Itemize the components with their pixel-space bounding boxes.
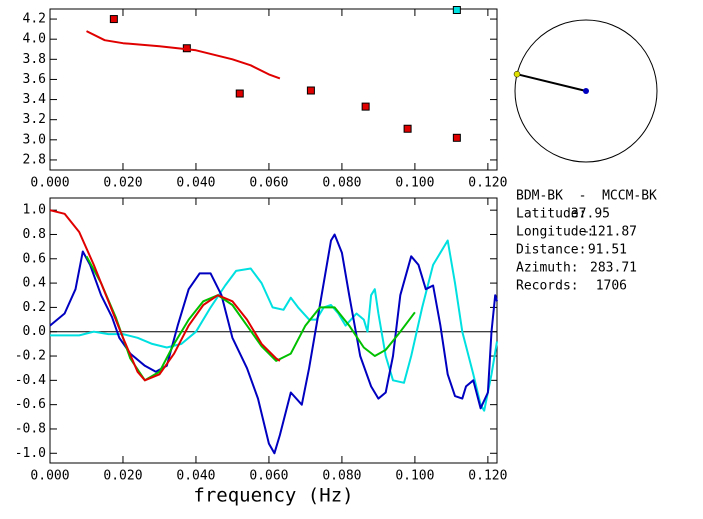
plot-frame: [49, 197, 498, 464]
x-tick-label: 0.040: [176, 469, 215, 484]
y-tick-label: -0.4: [15, 373, 46, 388]
data-line: [49, 233, 498, 455]
y-tick-label: 0.6: [23, 251, 46, 266]
info-value: 1706: [596, 279, 627, 294]
x-tick-label: 0.060: [249, 469, 288, 484]
y-tick-label: 3.6: [23, 72, 46, 87]
azimuth-circle: [514, 19, 658, 163]
y-tick-label: 2.8: [23, 152, 46, 167]
data-point: [306, 86, 315, 95]
x-tick-label: 0.100: [395, 176, 434, 191]
station-dot: [583, 88, 589, 94]
y-tick-label: 4.0: [23, 32, 46, 47]
x-tick-label: 0.020: [103, 469, 142, 484]
data-point: [109, 15, 118, 24]
info-value: -121.87: [582, 225, 637, 240]
x-tick-label: 0.080: [322, 469, 361, 484]
x-tick-label: 0.060: [249, 176, 288, 191]
info-label: Distance:: [516, 243, 586, 258]
x-tick-label: 0.080: [322, 176, 361, 191]
info-label: Records:: [516, 279, 579, 294]
x-axis-label: frequency (Hz): [193, 485, 353, 507]
data-line: [85, 255, 416, 382]
y-tick-label: 3.4: [23, 92, 47, 107]
x-tick-label: 0.040: [176, 176, 215, 191]
y-tick-label: 0.0: [23, 324, 46, 339]
y-tick-label: 0.2: [23, 300, 46, 315]
data-point: [403, 124, 412, 133]
y-tick-label: -0.8: [15, 421, 46, 436]
plot-frame: [49, 8, 498, 171]
info-value: 91.51: [588, 243, 627, 258]
station-pair: BDM-BK - MCCM-BK: [516, 189, 657, 204]
y-tick-label: 3.0: [23, 132, 46, 147]
x-tick-label: 0.000: [30, 176, 69, 191]
data-point: [452, 133, 461, 142]
x-tick-label: 0.020: [103, 176, 142, 191]
y-tick-label: -1.0: [15, 446, 46, 461]
y-tick-label: 0.4: [23, 276, 47, 291]
y-tick-label: 3.2: [23, 112, 46, 127]
x-tick-label: 0.120: [468, 176, 507, 191]
y-tick-label: 1.0: [23, 203, 46, 218]
x-tick-label: 0.120: [468, 469, 507, 484]
x-tick-label: 0.100: [395, 469, 434, 484]
data-line: [49, 209, 281, 382]
info-label: Azimuth:: [516, 261, 579, 276]
station-dot: [513, 70, 521, 78]
y-tick-label: -0.6: [15, 397, 46, 412]
info-label: Latitude:: [516, 207, 586, 222]
y-tick-label: 0.8: [23, 227, 46, 242]
data-point: [235, 89, 244, 98]
x-tick-label: 0.000: [30, 469, 69, 484]
y-tick-label: 4.2: [23, 12, 46, 27]
data-point: [452, 6, 461, 15]
data-line: [86, 30, 281, 80]
azimuth-line: [516, 73, 587, 92]
info-value: 37.95: [571, 207, 610, 222]
data-point: [361, 102, 370, 111]
y-tick-label: 3.8: [23, 52, 46, 67]
y-tick-label: -0.2: [15, 349, 46, 364]
info-label: Longitude:: [516, 225, 594, 240]
info-value: 283.71: [590, 261, 637, 276]
